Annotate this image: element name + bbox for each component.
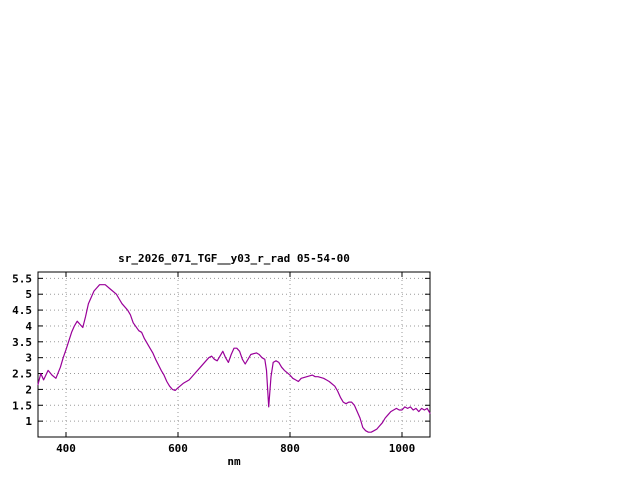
y-tick-label: 4.5: [12, 304, 32, 317]
y-tick-label: 5.5: [12, 272, 32, 285]
y-tick-label: 2: [25, 383, 32, 396]
y-tick-label: 1: [25, 415, 32, 428]
axis-tick-marks: [38, 272, 430, 437]
y-tick-label: 3: [25, 352, 32, 365]
series-line: [37, 284, 431, 433]
y-tick-label: 4: [25, 320, 32, 333]
x-tick-label: 800: [280, 442, 300, 455]
axis-tick-labels: 400 600 800 1000 1 1.5 2 2.5 3 3.5 4 4.5 5 5.5: [12, 272, 415, 455]
y-tick-label: 3.5: [12, 336, 32, 349]
x-tick-label: 400: [56, 442, 76, 455]
x-axis-label: nm: [227, 455, 241, 468]
grid-lines: [38, 272, 430, 437]
x-tick-label: 1000: [389, 442, 416, 455]
x-tick-label: 600: [168, 442, 188, 455]
chart-title: sr_2026_071_TGF__y03_r_rad 05-54-00: [118, 252, 350, 265]
y-tick-label: 5: [25, 288, 32, 301]
plot-border: [37, 271, 431, 438]
y-tick-label: 1.5: [12, 399, 32, 412]
y-tick-label: 2.5: [12, 368, 32, 381]
